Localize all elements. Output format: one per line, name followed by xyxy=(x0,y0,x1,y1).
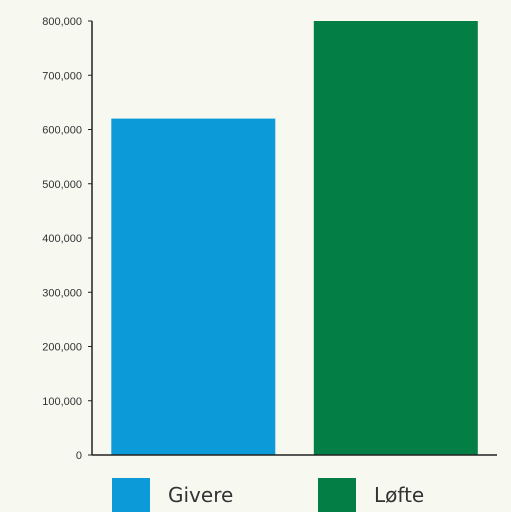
bar-chart: 0 100,000 200,000 300,000 400,000 500,000 600,… xyxy=(42,16,497,462)
y-tick-label: 100,000 xyxy=(42,396,82,408)
y-tick-label: 500,000 xyxy=(42,179,82,191)
y-tick-label: 800,000 xyxy=(42,16,82,28)
bar-l-fte xyxy=(313,21,478,455)
legend-swatch-lofte xyxy=(318,478,356,512)
legend-swatch-givere xyxy=(112,478,150,512)
y-tick-label: 300,000 xyxy=(42,287,82,299)
chart-canvas: 0 100,000 200,000 300,000 400,000 500,000 600,… xyxy=(42,16,497,462)
legend-item-lofte: Løfte xyxy=(318,478,424,512)
legend-item-givere: Givere xyxy=(112,478,233,512)
chart-legend: Givere Løfte xyxy=(0,478,511,512)
y-tick-label: 400,000 xyxy=(42,233,82,245)
legend-label-lofte: Løfte xyxy=(374,483,425,507)
bar-givere xyxy=(111,118,276,455)
y-tick-label: 700,000 xyxy=(42,70,82,82)
y-tick-label: 200,000 xyxy=(42,342,82,354)
legend-label-givere: Givere xyxy=(168,483,234,507)
y-tick-label: 600,000 xyxy=(42,125,82,137)
y-tick-label: 0 xyxy=(76,450,82,462)
